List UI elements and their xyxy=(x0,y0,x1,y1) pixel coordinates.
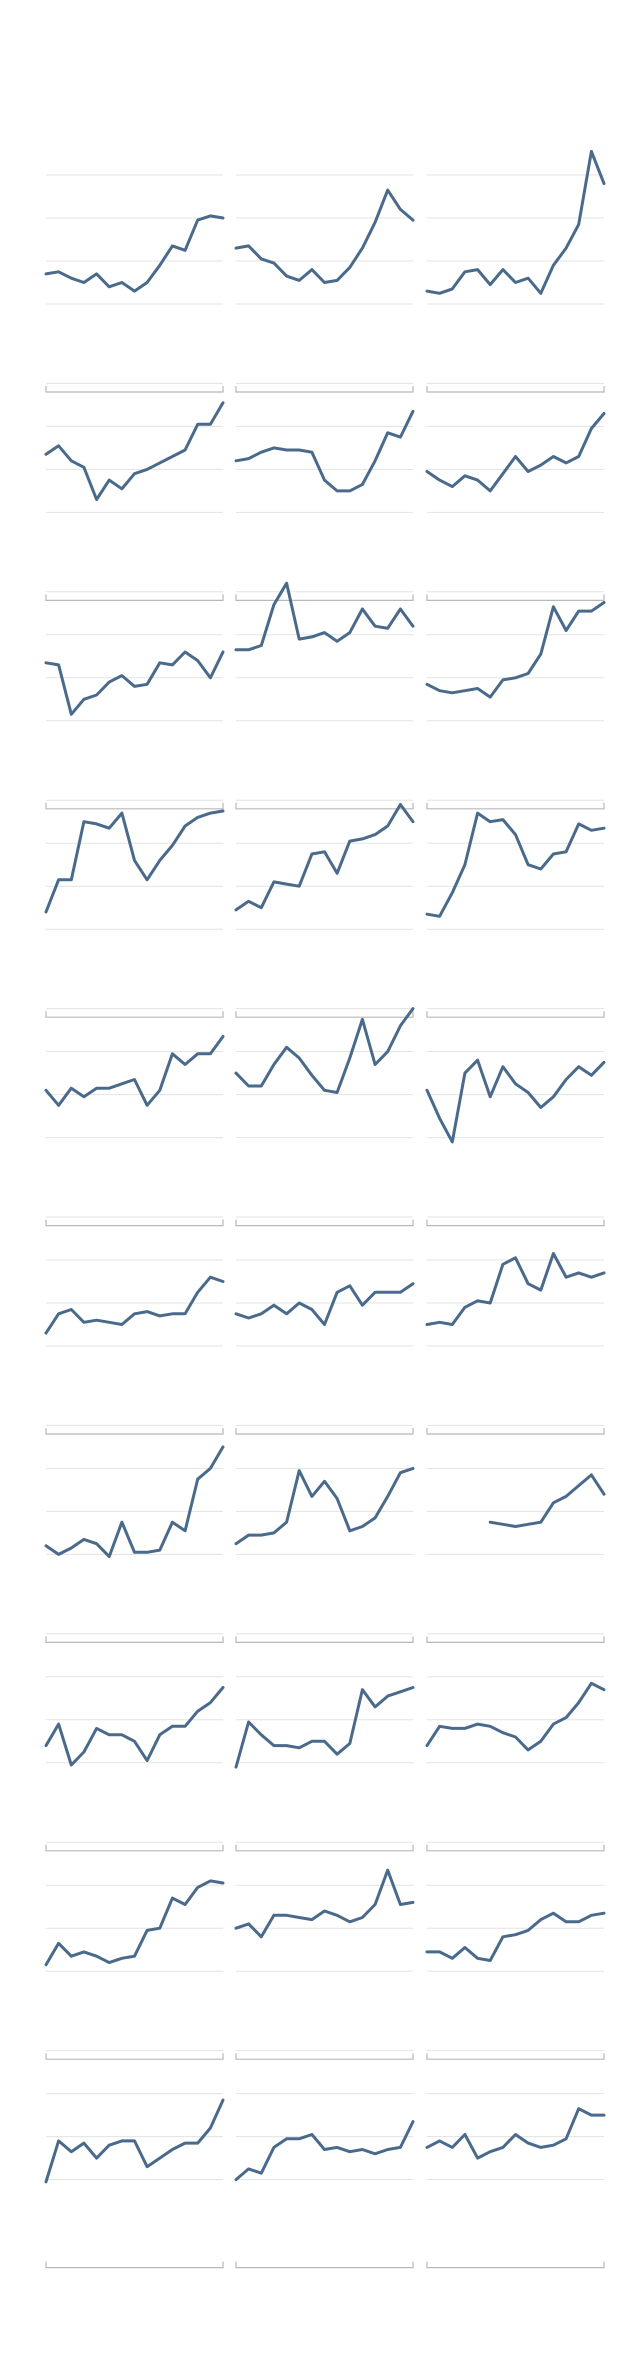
x-axis xyxy=(426,2261,605,2269)
series-line xyxy=(425,1681,606,1752)
series-line xyxy=(234,409,415,493)
series-line xyxy=(425,149,606,295)
series-line xyxy=(44,214,225,293)
x-axis xyxy=(45,802,224,810)
panel-r5-c2 xyxy=(234,1007,415,1227)
x-axis xyxy=(45,386,224,393)
x-axis xyxy=(426,1428,605,1435)
x-axis xyxy=(426,1844,605,1852)
panel-r1-c3 xyxy=(425,149,606,393)
panel-r2-c3 xyxy=(425,382,606,601)
x-axis xyxy=(426,1636,605,1643)
series-line xyxy=(425,601,606,699)
panel-r6-c2 xyxy=(234,1216,415,1435)
panel-r2-c2 xyxy=(234,382,415,601)
panel-r9-c3 xyxy=(425,1841,606,2060)
x-axis xyxy=(235,1219,414,1227)
series-line xyxy=(488,1473,606,1528)
x-axis xyxy=(235,802,414,810)
series-line xyxy=(425,1058,606,1144)
x-axis xyxy=(426,1219,605,1227)
panel-r8-c3 xyxy=(425,1633,606,1852)
x-axis xyxy=(45,1844,224,1852)
x-axis xyxy=(235,386,414,393)
panel-r1-c2 xyxy=(234,174,415,393)
series-line xyxy=(44,1275,225,1335)
x-axis xyxy=(235,2261,414,2269)
x-axis xyxy=(45,1636,224,1643)
panel-r9-c1 xyxy=(44,1841,225,2060)
series-line xyxy=(234,2120,415,2182)
panel-r3-c1 xyxy=(44,591,225,810)
series-line xyxy=(425,811,606,918)
series-line xyxy=(234,1007,415,1094)
series-line xyxy=(44,2098,225,2184)
panel-r5-c3 xyxy=(425,1008,606,1227)
x-axis xyxy=(45,1011,224,1018)
panel-r3-c3 xyxy=(425,591,606,810)
series-line xyxy=(425,1252,606,1326)
series-line xyxy=(44,1445,225,1559)
series-line xyxy=(425,1911,606,1962)
x-axis xyxy=(45,1219,224,1227)
x-axis xyxy=(235,1428,414,1435)
panel-r7-c1 xyxy=(44,1424,225,1643)
series-line xyxy=(234,1466,415,1546)
x-axis xyxy=(426,1011,605,1018)
panel-r7-c2 xyxy=(234,1424,415,1643)
panel-r8-c2 xyxy=(234,1633,415,1852)
panel-r4-c3 xyxy=(425,799,606,1018)
series-line xyxy=(44,650,225,716)
series-line xyxy=(44,1879,225,1967)
panel-r8-c1 xyxy=(44,1633,225,1852)
x-axis xyxy=(45,2053,224,2060)
x-axis xyxy=(45,594,224,601)
series-line xyxy=(234,581,415,652)
series-line xyxy=(44,1035,225,1107)
series-line xyxy=(234,1686,415,1769)
panel-r9-c2 xyxy=(234,1841,415,2060)
x-axis xyxy=(235,1011,414,1018)
panel-r10-c3 xyxy=(425,2050,606,2269)
x-axis xyxy=(235,594,414,601)
series-line xyxy=(44,809,225,914)
series-line xyxy=(44,1686,225,1767)
x-axis xyxy=(235,1636,414,1643)
panel-r10-c1 xyxy=(44,2050,225,2269)
panel-r4-c1 xyxy=(44,799,225,1018)
panel-r6-c3 xyxy=(425,1216,606,1435)
x-axis xyxy=(426,802,605,810)
x-axis xyxy=(235,2053,414,2060)
x-axis xyxy=(235,1844,414,1852)
series-line xyxy=(234,188,415,284)
x-axis xyxy=(426,386,605,393)
panel-r4-c2 xyxy=(234,799,415,1018)
x-axis xyxy=(426,2053,605,2060)
panel-r5-c1 xyxy=(44,1008,225,1227)
panel-r7-c3 xyxy=(426,1424,606,1643)
panel-r3-c2 xyxy=(234,581,415,810)
x-axis xyxy=(45,1428,224,1435)
panel-r6-c1 xyxy=(44,1216,225,1435)
panel-r2-c1 xyxy=(44,382,225,601)
x-axis xyxy=(426,594,605,601)
x-axis xyxy=(45,2261,224,2269)
series-line xyxy=(234,1282,415,1326)
series-line xyxy=(425,2107,606,2160)
series-line xyxy=(425,412,606,493)
panel-r1-c1 xyxy=(44,174,225,393)
series-line xyxy=(234,1868,415,1939)
series-line xyxy=(44,401,225,501)
panel-r10-c2 xyxy=(234,2050,415,2269)
series-line xyxy=(234,803,415,912)
